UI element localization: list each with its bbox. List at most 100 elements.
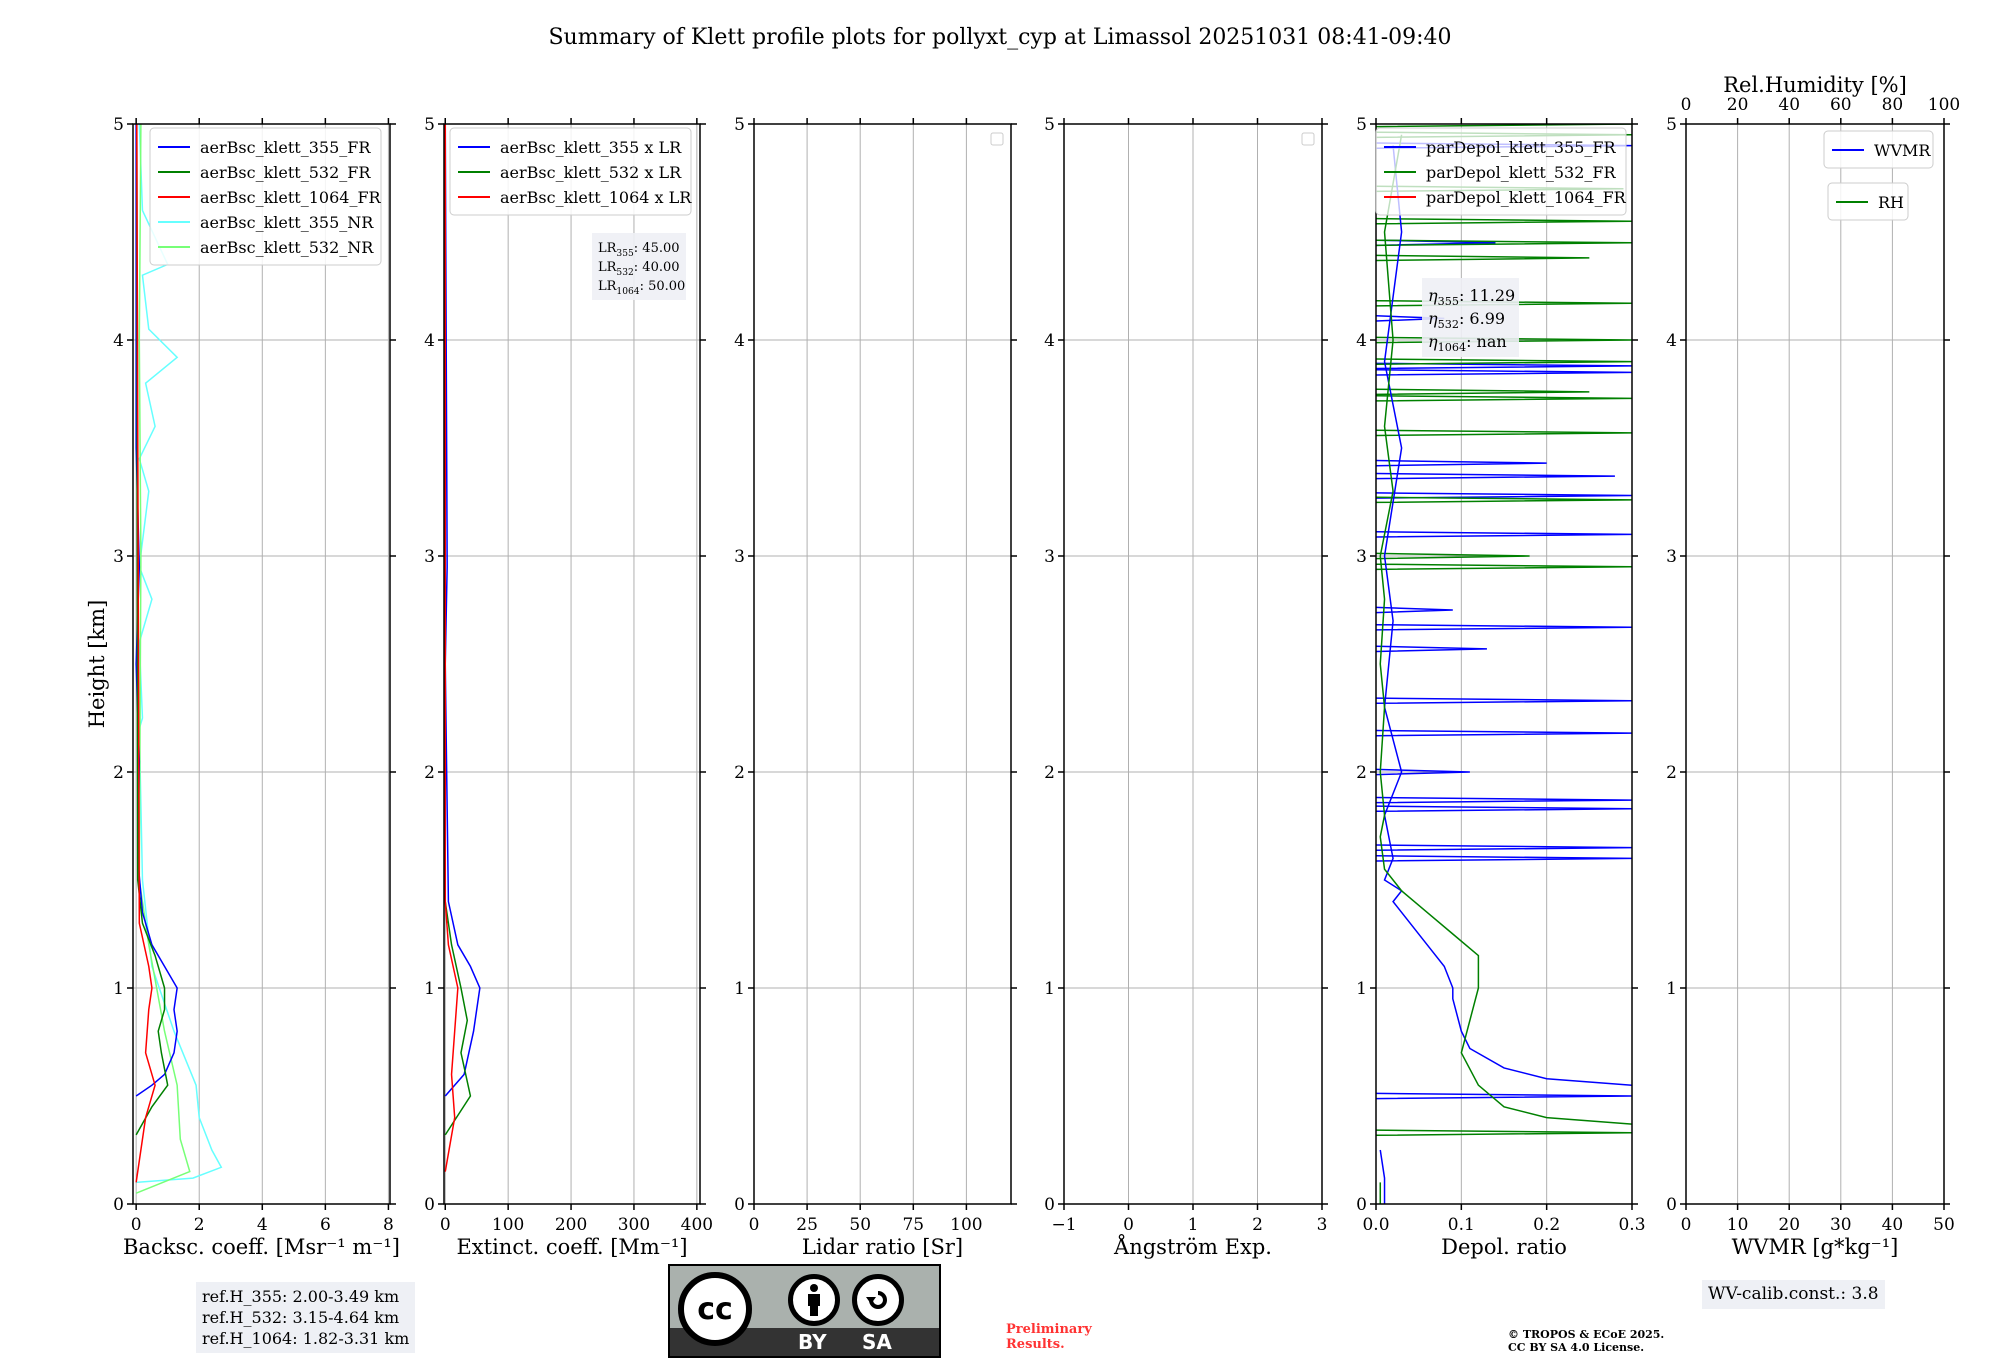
copyright-line-1: © TROPOS & ECoE 2025.: [1508, 1328, 1665, 1341]
annotation-value: : 6.99: [1459, 309, 1505, 328]
spike-mark: [1376, 217, 1632, 225]
x-tick-label: 0.1: [1448, 1215, 1475, 1235]
y-tick-label: 3: [1666, 547, 1677, 567]
spike-mark: [1376, 239, 1632, 247]
y-tick-label: 4: [1356, 331, 1367, 351]
x-tick-label: 100: [492, 1215, 524, 1235]
axes-frame: [753, 123, 1012, 1205]
annotation-value: : 45.00: [634, 241, 680, 256]
spike-mark: [1376, 805, 1632, 813]
spike-mark: [1376, 1092, 1632, 1100]
annotation-line: η532: 6.99: [1428, 309, 1505, 331]
y-tick-label: 5: [113, 115, 124, 135]
x-tick-label: 4: [257, 1215, 268, 1235]
y-tick-label: 1: [113, 979, 124, 999]
preliminary-line-2: Results.: [1006, 1337, 1065, 1352]
spike-mark: [1376, 606, 1453, 614]
y-tick-label: 5: [1356, 115, 1367, 135]
x-tick-label: 100: [950, 1215, 982, 1235]
y-tick-label: 0: [113, 1195, 124, 1215]
axes-frame: [1375, 123, 1633, 1205]
cc-by-sa-logo: cc BY SA: [668, 1264, 941, 1358]
series-line-aerBsc_klett_1064_FR: [135, 124, 156, 1183]
x-axis-label: Extinct. coeff. [Mm⁻¹]: [456, 1235, 687, 1259]
x-tick-label: 200: [555, 1215, 587, 1235]
series-group: [1376, 124, 1632, 1204]
y-tick-label: 5: [1666, 115, 1677, 135]
x-tick-label: 0: [131, 1215, 142, 1235]
annotation-subscript: 532: [1438, 318, 1459, 331]
x-tick-label: 0.2: [1533, 1215, 1560, 1235]
annotation-subscript: 355: [616, 249, 634, 259]
y-tick-label: 5: [424, 115, 435, 135]
x-tick-label: 25: [796, 1215, 818, 1235]
legend-box: [449, 127, 692, 216]
legend-entry: parDepol_klett_532_FR: [1426, 163, 1617, 182]
x-axis-label: Ångström Exp.: [1113, 1234, 1272, 1259]
annotation-symbol: η: [1428, 332, 1438, 351]
preliminary-line-1: Preliminary: [1006, 1322, 1092, 1337]
x-tick-label: 2: [1252, 1215, 1263, 1235]
series-line-aerBsc_klett_532_FR: [135, 124, 169, 1136]
spike-mark: [1376, 531, 1632, 538]
spike-mark: [1376, 429, 1632, 437]
y-tick-label: 4: [1666, 331, 1677, 351]
person-icon: [788, 1274, 840, 1326]
x-tick-label: 50: [849, 1215, 871, 1235]
axes-frame: [1685, 123, 1945, 1205]
y-tick-label: 4: [424, 331, 435, 351]
x-axis-label: Depol. ratio: [1441, 1235, 1567, 1259]
spike-mark: [1376, 459, 1547, 467]
annotation-symbol: LR: [598, 260, 618, 275]
x-axis-label: Backsc. coeff. [Msr⁻¹ m⁻¹]: [123, 1235, 400, 1259]
spike-mark: [1376, 388, 1590, 396]
legend: parDepol_klett_355_FR parDepol_klett_532_…: [1375, 127, 1627, 216]
by-label: BY: [798, 1330, 827, 1354]
top-x-axis-label: Rel.Humidity [%]: [1723, 73, 1907, 97]
x-tick-label: 400: [681, 1215, 713, 1235]
legend-entry: aerBsc_klett_355 x LR: [500, 138, 682, 157]
spike-mark: [1376, 124, 1632, 128]
legend-entry: parDepol_klett_355_FR: [1426, 138, 1617, 157]
share-alike-icon: [852, 1274, 904, 1326]
x-axis-label: WVMR [g*kg⁻¹]: [1732, 1235, 1899, 1259]
y-tick-label: 1: [1044, 979, 1055, 999]
preliminary-note: Preliminary Results.: [1006, 1322, 1092, 1352]
annotation-subscript: 355: [1438, 295, 1459, 308]
legend-box: [1823, 130, 1934, 169]
legend-entry: aerBsc_klett_355_NR: [200, 213, 374, 232]
panel-3: 0 25 50 75 100 0 1 2 3 4 5 Lidar ratio [Sr]: [734, 115, 1017, 1259]
series-line-parDepol_klett_532_FR: [1379, 134, 1632, 1125]
annotation-subscript: 532: [616, 268, 633, 278]
legend-entry: aerBsc_klett_532_FR: [200, 163, 371, 182]
y-tick-label: 3: [1356, 547, 1367, 567]
legend: WVMR: [1823, 130, 1934, 169]
figure-title: Summary of Klett profile plots for polly…: [548, 25, 1451, 50]
x-tick-label: 0: [749, 1215, 760, 1235]
panel-6: 0 10 20 30 40 50 0 1 2 3 4 5 WVMR [g*kg⁻¹] 0 20 40 60 80 1…: [1666, 73, 1960, 1259]
y-tick-label: 4: [113, 331, 124, 351]
series-group: [135, 124, 223, 1194]
y-tick-label: 2: [1666, 763, 1677, 783]
y-tick-label: 4: [1044, 331, 1055, 351]
spike-mark: [1376, 472, 1615, 480]
top-x-tick-label: 60: [1830, 95, 1852, 115]
y-tick-label: 1: [424, 979, 435, 999]
spike-mark: [1376, 254, 1590, 262]
top-x-tick-label: 20: [1727, 95, 1749, 115]
axes-frame: [443, 123, 701, 1205]
x-tick-label: 3: [1317, 1215, 1328, 1235]
spike-mark: [1376, 844, 1632, 851]
annotation-symbol: LR: [598, 279, 618, 294]
spike-mark: [1376, 729, 1632, 737]
y-tick-label: 1: [1666, 979, 1677, 999]
legend-entry: RH: [1878, 193, 1904, 212]
ref-height-355: ref.H_355: 2.00-3.49 km: [202, 1287, 400, 1306]
x-tick-label: −1: [1051, 1215, 1076, 1235]
annotation-bg: [1422, 278, 1519, 357]
y-tick-label: 4: [734, 331, 745, 351]
spike-mark: [1376, 362, 1632, 370]
y-tick-label: 3: [424, 547, 435, 567]
